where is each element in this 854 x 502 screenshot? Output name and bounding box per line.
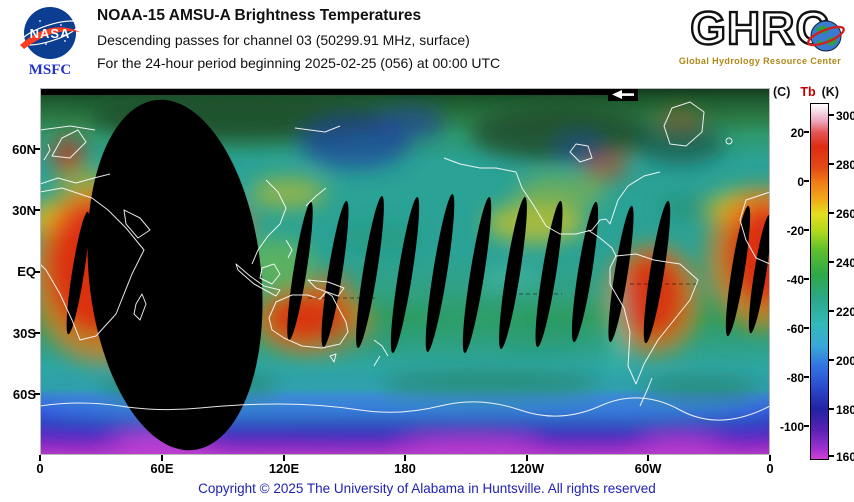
colorbar-c-label: -40	[786, 273, 804, 287]
track-artifact-lines	[308, 283, 696, 299]
lon-label-60e: 60E	[150, 461, 174, 476]
title-block: NOAA-15 AMSU-A Brightness Temperatures D…	[97, 7, 500, 71]
colorbar-c-tick	[804, 376, 809, 378]
globe-icon	[807, 20, 845, 52]
copyright-notice: Copyright © 2025 The University of Alaba…	[198, 481, 656, 496]
nasa-logo: NASA	[10, 4, 90, 67]
lat-label-30s: 30S	[12, 326, 36, 341]
colorbar-c-label: 20	[790, 126, 804, 140]
lat-tick	[34, 332, 40, 334]
colorbar-unit-c: (C)	[773, 85, 791, 99]
map-border	[40, 88, 770, 455]
lon-label-120w: 120W	[510, 461, 544, 476]
scan-direction-arrow-icon	[608, 88, 638, 101]
ghrc-logo: GHRC Global Hydrology Resource Center	[672, 1, 848, 66]
lon-tick	[283, 455, 285, 461]
colorbar-k-label: 220	[836, 305, 854, 319]
colorbar	[810, 103, 829, 460]
colorbar-k-label: 260	[836, 207, 854, 221]
lat-tick	[34, 393, 40, 395]
colorbar-c-tick	[804, 229, 809, 231]
colorbar-k-label: 200	[836, 354, 854, 368]
ghrc-subtitle: Global Hydrology Resource Center	[678, 56, 842, 66]
colorbar-k-tick	[829, 359, 834, 361]
colorbar-k-tick	[829, 408, 834, 410]
lon-tick	[161, 455, 163, 461]
colorbar-k-label: 240	[836, 256, 854, 270]
lon-label-60w: 60W	[634, 461, 662, 476]
colorbar-c-label: 0	[797, 175, 804, 189]
plot-subtitle-channel: Descending passes for channel 03 (50299.…	[97, 32, 470, 48]
colorbar-k-tick	[829, 163, 834, 165]
colorbar-k-label: 160	[836, 450, 854, 464]
lon-tick	[647, 455, 649, 461]
colorbar-k-tick	[829, 261, 834, 263]
lon-tick	[39, 455, 41, 461]
colorbar-c-tick	[804, 131, 809, 133]
lon-tick	[526, 455, 528, 461]
svg-text:NASA: NASA	[30, 26, 71, 41]
lon-label-0e: 0	[766, 461, 774, 476]
lon-label-180: 180	[394, 461, 416, 476]
colorbar-k-tick	[829, 310, 834, 312]
world-brightness-temperature-map	[40, 88, 770, 455]
colorbar-k-tick	[829, 212, 834, 214]
colorbar-k-label: 280	[836, 158, 854, 172]
colorbar-k-label: 300	[836, 109, 854, 123]
lon-tick	[769, 455, 771, 461]
colorbar-header: (C) Tb (K)	[773, 85, 839, 99]
colorbar-c-tick	[804, 425, 809, 427]
colorbar-c-label: -60	[786, 322, 804, 336]
plot-subtitle-period: For the 24-hour period beginning 2025-02…	[97, 55, 501, 71]
lon-label-0w: 0	[36, 461, 44, 476]
msfc-label: MSFC	[28, 62, 72, 78]
lon-label-120e: 120E	[268, 461, 300, 476]
no-data-swaths	[40, 88, 770, 451]
colorbar-c-label: -100	[779, 420, 804, 434]
coastlines	[40, 101, 770, 421]
colorbar-c-tick	[804, 327, 809, 329]
plot-title: NOAA-15 AMSU-A Brightness Temperatures	[97, 7, 422, 24]
lat-label-60s: 60S	[12, 387, 36, 402]
colorbar-unit-k: (K)	[821, 85, 839, 99]
lat-tick	[34, 271, 40, 273]
lat-label-60n: 60N	[12, 142, 36, 157]
nasa-meatball-icon: NASA	[20, 7, 80, 59]
colorbar-c-tick	[804, 180, 809, 182]
lat-label-eq: EQ	[17, 264, 36, 279]
colorbar-c-tick	[804, 278, 809, 280]
colorbar-c-label: -80	[786, 371, 804, 385]
lat-tick	[34, 209, 40, 211]
colorbar-k-tick	[829, 114, 834, 116]
ghrc-wordmark: GHRC	[689, 1, 830, 55]
lat-label-30n: 30N	[12, 203, 36, 218]
lon-tick	[404, 455, 406, 461]
colorbar-label-tb: Tb	[800, 85, 816, 99]
colorbar-k-tick	[829, 455, 834, 457]
colorbar-k-label: 180	[836, 403, 854, 417]
colorbar-c-label: -20	[786, 224, 804, 238]
lat-tick	[34, 148, 40, 150]
